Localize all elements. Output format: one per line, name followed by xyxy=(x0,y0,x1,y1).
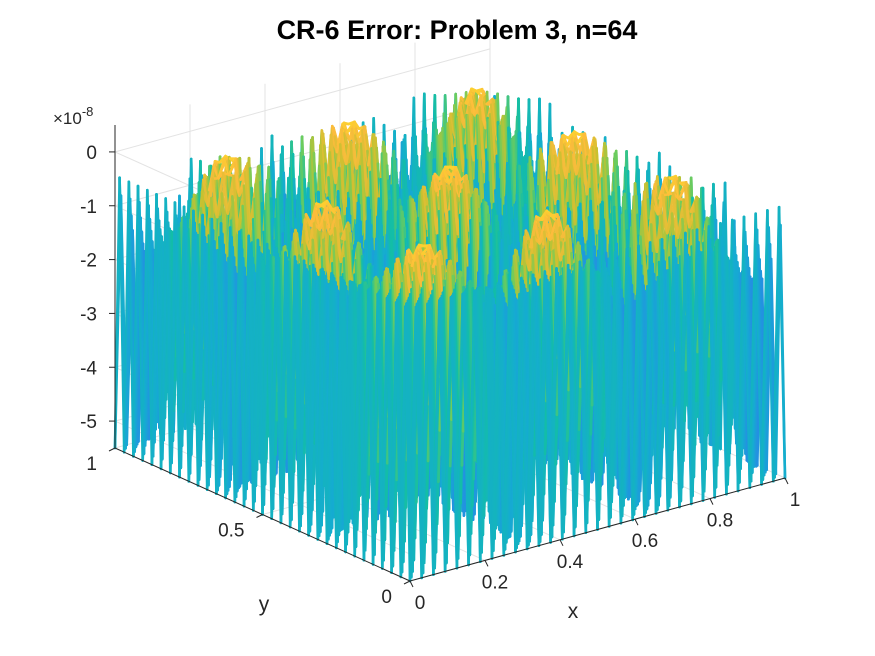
surface-segment xyxy=(338,143,347,216)
surface-segment xyxy=(310,202,318,227)
surface-segment xyxy=(376,292,384,570)
surface-segment xyxy=(211,177,219,219)
surface-segment xyxy=(323,220,331,280)
surface-segment xyxy=(336,122,345,146)
surface-segment xyxy=(353,120,361,130)
surface-segment xyxy=(448,116,456,162)
surface-segment xyxy=(349,140,357,220)
surface-segment xyxy=(350,127,358,170)
surface-segment xyxy=(232,174,240,235)
surface-segment xyxy=(202,178,210,207)
surface-segment xyxy=(243,171,252,238)
surface-segment xyxy=(113,176,121,450)
surface-segment xyxy=(359,142,368,244)
surface-segment xyxy=(221,171,229,215)
surface-mesh xyxy=(113,87,787,583)
surface-segment xyxy=(329,133,337,185)
grid-line-back-right-z xyxy=(114,48,491,153)
surface-segment xyxy=(328,151,336,233)
surface-segment xyxy=(340,128,348,166)
surface-segment xyxy=(361,129,369,197)
surface-segment xyxy=(313,208,322,231)
surface-segment xyxy=(312,222,320,276)
surface-segment xyxy=(334,212,343,264)
surface-segment xyxy=(233,161,241,197)
surface-segment xyxy=(303,218,311,251)
surface-segment xyxy=(367,288,375,566)
surface-segment xyxy=(200,190,208,244)
